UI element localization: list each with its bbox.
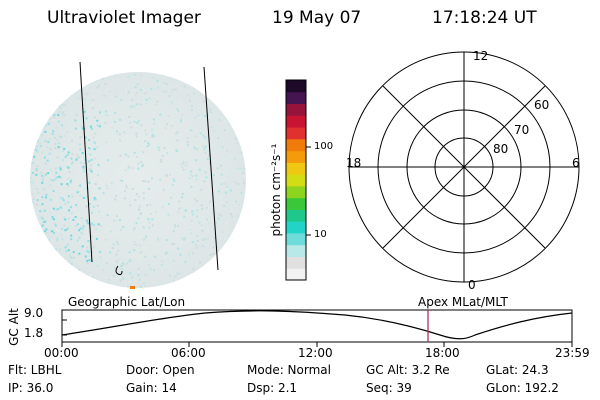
colorbar-cell xyxy=(286,197,306,210)
terminator-line-right xyxy=(203,66,219,271)
glon-value: GLon: 192.2 xyxy=(486,381,559,395)
colorbar-cell xyxy=(286,150,306,163)
colorbar-unit-label: photon cm⁻²s⁻¹ xyxy=(269,143,283,237)
colorbar-cell xyxy=(286,209,306,222)
timeline-xtick-1800: 18:00 xyxy=(425,346,460,360)
colorbar-tick-label-100: 100 xyxy=(314,141,334,152)
door-status: Door: Open xyxy=(126,363,195,377)
colorbar-cell xyxy=(286,256,306,269)
polar-label-18: 18 xyxy=(346,156,361,170)
colorbar-cell xyxy=(286,174,306,187)
timeline-left-label: Geographic Lat/Lon xyxy=(68,295,186,309)
uv-image-panel xyxy=(30,61,246,289)
colorbar-cell xyxy=(286,221,306,234)
dsp-value: Dsp: 2.1 xyxy=(247,381,298,395)
observation-time: 17:18:24 UT xyxy=(432,8,537,28)
polar-lat-label-70: 70 xyxy=(514,123,529,137)
colorbar-cell xyxy=(286,244,306,257)
colorbar-cell xyxy=(286,232,306,246)
colorbar-cell xyxy=(286,103,306,116)
ip-value: IP: 36.0 xyxy=(8,381,54,395)
altitude-curve xyxy=(61,310,573,340)
mode-value: Mode: Normal xyxy=(247,363,331,377)
observation-date: 19 May 07 xyxy=(272,8,362,28)
sequence-value: Seq: 39 xyxy=(366,381,412,395)
timeline-ytick-low: 1.8 xyxy=(24,326,44,340)
colorbar-cell xyxy=(286,185,306,199)
gain-value: Gain: 14 xyxy=(126,381,177,395)
polar-lat-label-80: 80 xyxy=(493,142,508,156)
timeline-xtick-2359: 23:59 xyxy=(555,346,590,360)
colorbar-cell xyxy=(286,127,306,140)
colorbar-cell xyxy=(286,115,306,128)
polar-label-12: 12 xyxy=(473,49,488,63)
filter-value: Flt: LBHL xyxy=(8,363,62,377)
colorbar-cell xyxy=(286,80,306,93)
gc-alt-value: GC Alt: 3.2 Re xyxy=(366,363,450,377)
instrument-title: Ultraviolet Imager xyxy=(47,8,201,28)
polar-lat-label-60: 60 xyxy=(534,98,549,112)
timeline-ytick-high: 9.0 xyxy=(24,306,44,320)
timeline-xtick-0000: 00:00 xyxy=(44,346,79,360)
bright-pixel xyxy=(130,286,135,289)
coastline-fragment xyxy=(115,265,123,276)
colorbar xyxy=(285,79,311,281)
polar-label-6: 6 xyxy=(572,156,580,170)
colorbar-cell xyxy=(286,138,306,152)
polar-grid: 12 18 6 0 60 70 80 xyxy=(346,49,580,292)
terminator-line-left xyxy=(79,61,93,263)
colorbar-scale xyxy=(286,80,306,281)
glat-value: GLat: 24.3 xyxy=(486,363,549,377)
colorbar-cell xyxy=(286,91,306,105)
polar-diagonal-2 xyxy=(382,85,546,249)
colorbar-cell xyxy=(286,162,306,175)
timeline-axis-label: GC Alt xyxy=(7,308,21,346)
timeline-xtick-1200: 12:00 xyxy=(298,346,333,360)
timeline-right-label: Apex MLat/MLT xyxy=(418,295,508,309)
colorbar-tick-label-10: 10 xyxy=(314,229,327,240)
timeline-frame xyxy=(61,309,573,343)
altitude-timeline xyxy=(61,309,573,347)
colorbar-cell xyxy=(286,268,306,281)
polar-label-0: 0 xyxy=(468,278,476,292)
timeline-xtick-0600: 06:00 xyxy=(171,346,206,360)
